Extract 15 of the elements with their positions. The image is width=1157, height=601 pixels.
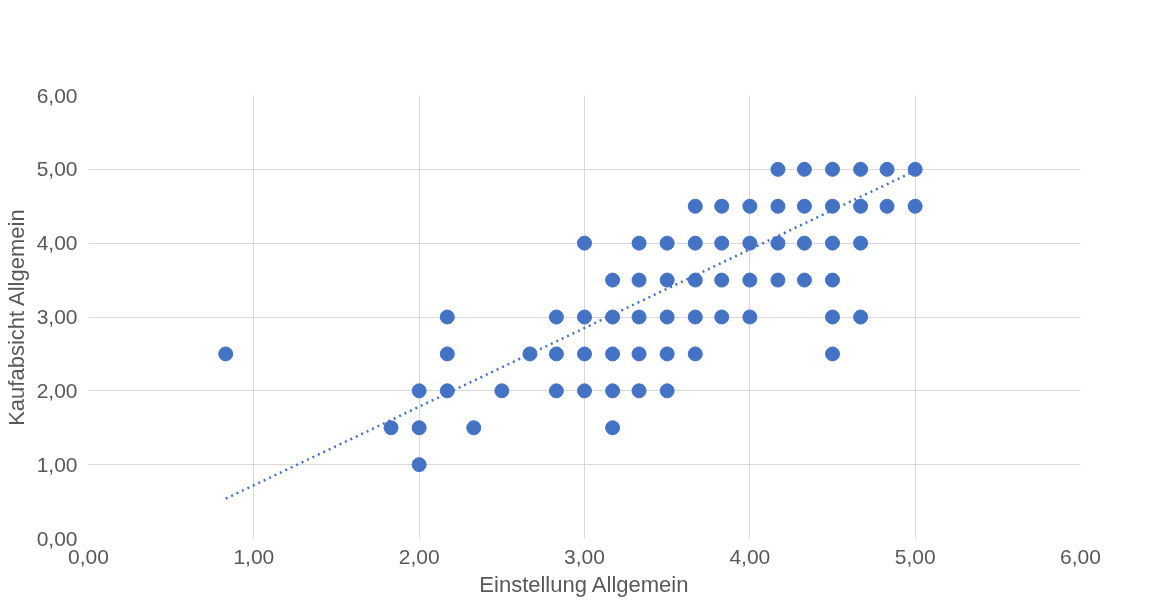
x-tick-label: 6,00 <box>1060 544 1101 568</box>
x-tick-label: 5,00 <box>894 544 936 568</box>
y-tick-label: 0,00 <box>36 526 78 550</box>
y-tick-label: 5,00 <box>36 157 78 181</box>
x-tick-label: 1,00 <box>233 544 275 568</box>
x-tick-label: 3,00 <box>564 544 605 568</box>
y-tick-label: 1,00 <box>36 452 78 476</box>
y-axis-title: Kaufabsicht Allgemein <box>3 209 29 426</box>
x-axis-title: Einstellung Allgemein <box>479 571 689 597</box>
y-tick-label: 3,00 <box>36 305 78 328</box>
y-tick-label: 4,00 <box>36 231 78 255</box>
y-tick-label: 2,00 <box>36 378 78 402</box>
y-tick-label: 6,00 <box>36 83 78 107</box>
x-tick-label: 4,00 <box>729 544 771 568</box>
x-tick-label: 2,00 <box>398 544 440 568</box>
